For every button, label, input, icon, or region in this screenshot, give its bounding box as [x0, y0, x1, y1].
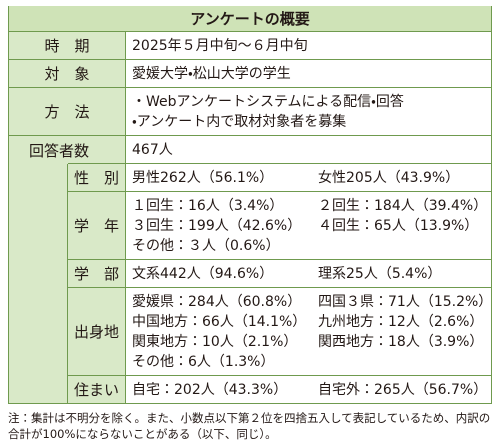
footnote: 注：集計は不明分を除く。また、小数点以下第２位を四捨五入して表記しているため、内…: [8, 411, 491, 441]
cell-text: ４回生：65人（13.9%）: [318, 218, 479, 234]
cell-text: 四国３県：71人（15.2%）: [318, 294, 493, 310]
cell-text: 愛媛県：284人（60.8%）: [132, 294, 302, 310]
cell-text: 自宅：202人（43.3%）: [132, 382, 288, 398]
cell-text: 女性205人（43.9%）: [318, 170, 460, 186]
row-label: 対 象: [8, 60, 126, 88]
cell-text: ・アンケート内で取材対象者を募集: [132, 114, 347, 130]
content-cell: [126, 32, 492, 60]
sub-row-label: 学 年: [68, 192, 126, 260]
cell-text: ２回生：184人（39.4%）: [318, 198, 488, 214]
content-cell: [126, 136, 492, 164]
content-cell: [126, 60, 492, 88]
content-cell: [126, 288, 492, 376]
cell-text: ３回生：199人（42.6%）: [132, 218, 302, 234]
content-cell: [126, 192, 492, 260]
divider: [68, 163, 126, 164]
group-column: [8, 164, 68, 404]
row-label: 時 期: [8, 32, 126, 60]
cell-text: 467人: [132, 142, 173, 158]
header-title: アンケートの概要: [8, 6, 492, 32]
cell-text: 2025年５月中旬～６月中旬: [132, 38, 308, 54]
cell-text: ・Webアンケートシステムによる配信・回答: [132, 94, 404, 110]
sub-row-label: 住まい: [68, 376, 126, 404]
cell-text: 男性262人（56.1%）: [132, 170, 274, 186]
cell-text: 中国地方：66人（14.1%）: [132, 314, 307, 330]
cell-text: 愛媛大学・松山大学の学生: [132, 66, 291, 82]
sub-row-label: 出身地: [68, 288, 126, 376]
content-cell: [126, 88, 492, 136]
content-cell: [126, 376, 492, 404]
cell-text: その他：6人（1.3%）: [132, 354, 275, 370]
row-label: 回答者数: [8, 136, 126, 164]
cell-text: 関西地方：18人（3.9%）: [318, 334, 484, 350]
cell-text: 関東地方：10人（2.1%）: [132, 334, 298, 350]
cell-text: 理系25人（5.4%）: [318, 266, 442, 282]
cell-text: 自宅外：265人（56.7%）: [318, 382, 488, 398]
content-cell: [126, 260, 492, 288]
row-label: 方 法: [8, 88, 126, 136]
content-cell: [126, 164, 492, 192]
cell-text: １回生：16人（3.4%）: [132, 198, 284, 214]
sub-row-label: 学 部: [68, 260, 126, 288]
cell-text: 文系442人（94.6%）: [132, 266, 274, 282]
cell-text: その他：３人（0.6%）: [132, 238, 280, 254]
cell-text: 九州地方：12人（2.6%）: [318, 314, 484, 330]
sub-row-label: 性 別: [68, 164, 126, 192]
